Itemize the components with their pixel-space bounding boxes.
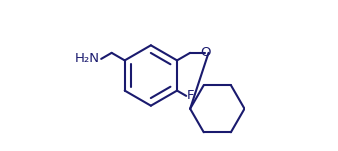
Text: O: O <box>200 46 211 59</box>
Text: H₂N: H₂N <box>75 52 100 65</box>
Text: F: F <box>187 89 194 102</box>
